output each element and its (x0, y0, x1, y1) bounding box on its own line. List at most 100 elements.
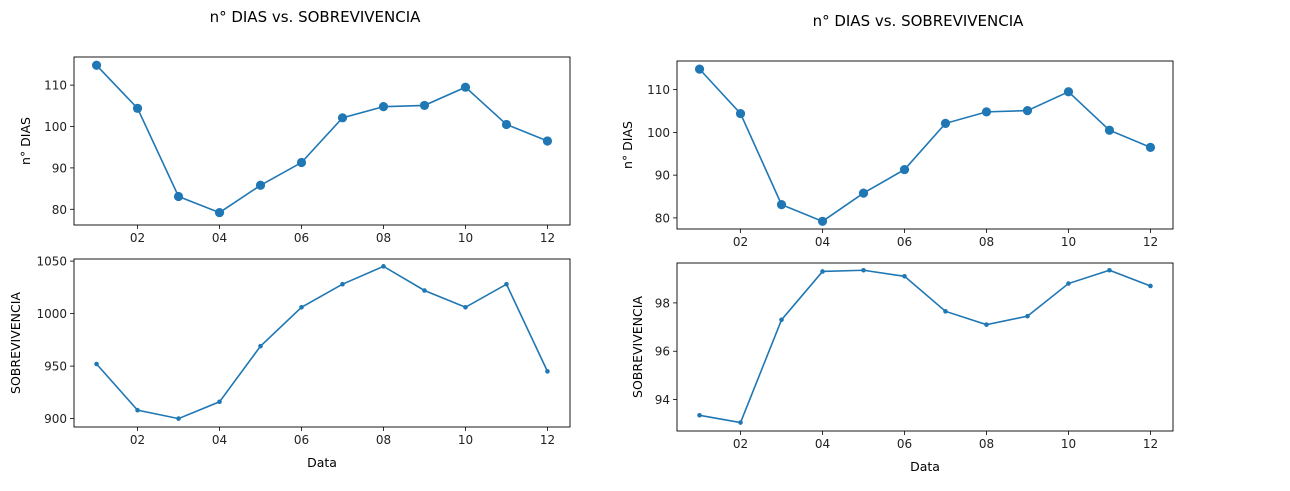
data-point (501, 119, 512, 130)
y-tick-label: 1050 (36, 255, 67, 269)
y-tick-label: 96 (655, 345, 670, 359)
data-point (1148, 283, 1153, 289)
data-point (378, 102, 389, 112)
data-point (1063, 87, 1074, 97)
data-point (1107, 267, 1112, 273)
y-tick-label: 100 (44, 120, 67, 134)
subplot-3: 80 90 100 110 02 04 06 08 10 12 n° DIAS (620, 60, 1174, 249)
data-point (91, 60, 102, 70)
x-tick-label: 02 (733, 437, 748, 451)
y-tick-label: 1000 (36, 307, 67, 321)
y-tick-label: 100 (647, 126, 670, 140)
series-line (699, 269, 1151, 424)
x-tick-label: 12 (1143, 437, 1158, 451)
x-tick-label: 08 (979, 235, 994, 249)
x-tick-label: 10 (458, 433, 473, 447)
data-point (776, 200, 787, 210)
data-point (899, 164, 910, 175)
data-point (381, 264, 386, 269)
data-point (258, 343, 263, 349)
y-tick-label: 900 (44, 412, 67, 426)
data-point (981, 107, 992, 117)
data-point (984, 322, 989, 327)
data-point (694, 64, 705, 74)
data-point (460, 82, 471, 92)
y-tick-label: 110 (44, 79, 67, 93)
data-point (817, 216, 828, 226)
data-point (542, 136, 553, 146)
x-tick-label: 04 (815, 235, 830, 249)
series-line (95, 64, 548, 214)
figure-title-left: n° DIAS vs. SOBREVIVENCIA (209, 8, 421, 26)
x-tick-label: 06 (897, 235, 912, 249)
data-point (132, 103, 143, 113)
x-tick-label: 10 (1061, 235, 1076, 249)
data-point (422, 288, 427, 293)
y-tick-label: 80 (655, 211, 670, 225)
data-point (697, 412, 702, 418)
y-tick-label: 80 (52, 203, 67, 217)
x-tick-label: 06 (294, 231, 309, 245)
x-tick-label: 10 (1061, 437, 1076, 451)
data-point (861, 267, 866, 273)
y-tick-label: 110 (647, 83, 670, 97)
data-point (820, 269, 825, 274)
x-tick-label: 04 (212, 433, 227, 447)
data-point (173, 191, 184, 202)
data-point (738, 420, 743, 425)
x-tick-label: 02 (130, 433, 145, 447)
plot-frame (676, 262, 1174, 432)
data-point (1022, 105, 1033, 116)
series-line (698, 68, 1151, 223)
plot-frame (73, 56, 571, 226)
x-tick-label: 06 (294, 433, 309, 447)
y-tick-label: 90 (655, 169, 670, 183)
y-tick-label: 98 (655, 296, 670, 310)
data-point (340, 281, 345, 287)
x-tick-label: 04 (815, 437, 830, 451)
data-point (902, 273, 907, 279)
data-point (1066, 281, 1071, 286)
data-point (940, 118, 951, 129)
data-point (337, 113, 348, 123)
subplot-2: 900 950 1000 1050 02 04 06 08 10 12 SOBREVIVENCIA D… (8, 255, 571, 470)
data-point (135, 407, 140, 413)
data-point (176, 416, 181, 421)
data-point (1025, 313, 1030, 319)
x-tick-label: 02 (130, 231, 145, 245)
x-tick-label: 08 (979, 437, 994, 451)
figure-title-right: n° DIAS vs. SOBREVIVENCIA (812, 12, 1024, 30)
data-point (779, 317, 784, 323)
x-tick-label: 10 (458, 231, 473, 245)
series-line (95, 265, 549, 420)
plot-frame (676, 60, 1174, 230)
data-point (735, 108, 746, 119)
data-point (1145, 142, 1156, 152)
data-point (858, 188, 869, 198)
subplot-4: 94 96 98 02 04 06 08 10 12 SOBREVIVENCIA Data (630, 262, 1174, 474)
x-axis-label: Data (307, 455, 337, 470)
data-point (545, 369, 550, 374)
data-point (943, 309, 948, 314)
y-tick-label: 90 (52, 161, 67, 175)
x-tick-label: 08 (376, 433, 391, 447)
y-axis-label: SOBREVIVENCIA (8, 292, 23, 394)
data-point (94, 361, 99, 367)
y-axis-label: n° DIAS (18, 117, 33, 165)
x-tick-label: 08 (376, 231, 391, 245)
data-point (214, 207, 225, 218)
data-point (217, 399, 222, 405)
subplot-1: 80 90 100 110 02 04 06 08 10 12 n° DIAS (18, 56, 571, 245)
y-axis-label: n° DIAS (620, 121, 635, 169)
x-tick-label: 12 (540, 433, 555, 447)
data-point (296, 157, 307, 168)
plot-frame (73, 258, 571, 428)
x-tick-label: 02 (733, 235, 748, 249)
data-point (255, 180, 266, 190)
data-point (299, 305, 304, 310)
data-point (504, 281, 509, 287)
y-axis-label: SOBREVIVENCIA (630, 296, 645, 398)
x-tick-label: 04 (212, 231, 227, 245)
